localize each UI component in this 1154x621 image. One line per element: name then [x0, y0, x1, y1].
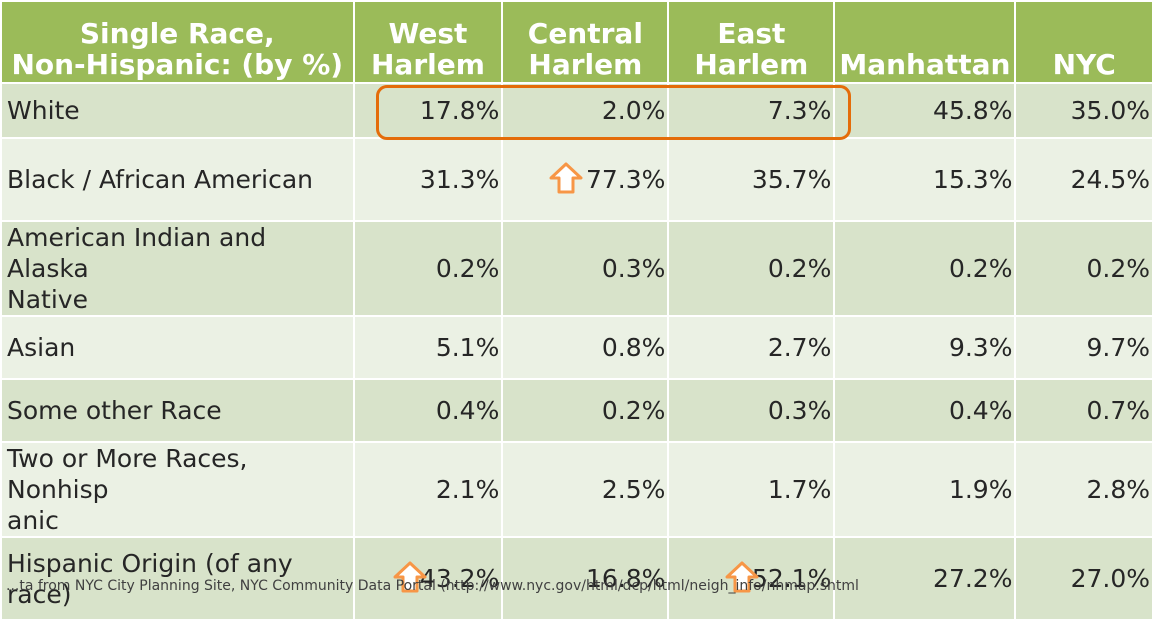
cell-manhattan: 1.9% — [833, 441, 1017, 538]
cell-value: 0.3% — [767, 396, 832, 425]
cell-value: 0.4% — [435, 396, 500, 425]
cell-nyc: 24.5% — [1014, 137, 1154, 222]
cell-value: 0.2% — [948, 254, 1013, 283]
column-header-east-harlem: East Harlem — [667, 0, 836, 84]
cell-value: 35.0% — [1070, 96, 1150, 125]
cell-west-harlem: 2.1% — [352, 441, 504, 538]
cell-value: 0.2% — [435, 254, 500, 283]
cell-value: 0.7% — [1086, 396, 1150, 425]
cell-value: 15.3% — [933, 165, 1013, 194]
cell-west-harlem: 17.8% — [352, 82, 504, 139]
column-header-nyc: NYC — [1014, 0, 1154, 84]
cell-value: 1.7% — [767, 475, 832, 504]
table-row: Some other Race 0.4% 0.2% 0.3% 0.4% 0.7% — [0, 378, 1154, 443]
cell-nyc: 9.7% — [1014, 315, 1154, 380]
cell-value: 2.7% — [767, 333, 832, 362]
row-label-american-indian-and-alaska-native: American Indian and Alaska Native — [0, 220, 355, 317]
cell-value: 0.4% — [948, 396, 1013, 425]
cell-manhattan: 45.8% — [833, 82, 1017, 139]
row-label-black-african-american: Black / African American — [0, 137, 355, 222]
cell-central-harlem: 77.3% — [501, 137, 670, 222]
cell-value: 27.0% — [1070, 564, 1150, 593]
table-row: Asian 5.1% 0.8% 2.7% 9.3% 9.7% — [0, 315, 1154, 380]
table-row: Black / African American 31.3% 77.3% 35.7% 1… — [0, 137, 1154, 222]
cell-value: 31.3% — [419, 165, 500, 194]
cell-value: 24.5% — [1070, 165, 1150, 194]
row-label-white: White — [0, 82, 355, 139]
source-footer: ...ta from NYC City Planning Site, NYC C… — [6, 578, 859, 594]
cell-manhattan: 15.3% — [833, 137, 1017, 222]
cell-value: 9.3% — [948, 333, 1013, 362]
cell-value: 1.9% — [948, 475, 1013, 504]
table-row: American Indian and Alaska Native 0.2% 0.3%… — [0, 220, 1154, 317]
cell-central-harlem: 0.3% — [501, 220, 670, 317]
cell-value: 0.8% — [601, 333, 666, 362]
cell-nyc: 35.0% — [1014, 82, 1154, 139]
row-label-two-or-more-races-nonhisp-anic: Two or More Races, Nonhisp anic — [0, 441, 355, 538]
table-body: White 17.8% 2.0% 7.3% 45.8% 35.0% Black / Afri… — [0, 82, 1154, 621]
column-header-manhattan: Manhattan — [833, 0, 1017, 84]
cell-east-harlem: 7.3% — [667, 82, 836, 139]
up-arrow-icon — [549, 162, 583, 193]
cell-value: 77.3% — [585, 165, 666, 194]
cell-nyc: 0.7% — [1014, 378, 1154, 443]
cell-value: 45.8% — [933, 96, 1013, 125]
cell-value: 2.1% — [435, 475, 500, 504]
cell-west-harlem: 5.1% — [352, 315, 504, 380]
cell-east-harlem: 35.7% — [667, 137, 836, 222]
cell-value: 27.2% — [933, 564, 1013, 593]
cell-value: 0.2% — [1086, 254, 1150, 283]
cell-central-harlem: 2.0% — [501, 82, 670, 139]
cell-value: 9.7% — [1086, 333, 1150, 362]
cell-value: 2.8% — [1086, 475, 1150, 504]
cell-manhattan: 9.3% — [833, 315, 1017, 380]
cell-east-harlem: 1.7% — [667, 441, 836, 538]
cell-central-harlem: 0.2% — [501, 378, 670, 443]
cell-value: 5.1% — [435, 333, 500, 362]
cell-west-harlem: 0.4% — [352, 378, 504, 443]
column-header-west-harlem: West Harlem — [352, 0, 504, 84]
cell-east-harlem: 0.2% — [667, 220, 836, 317]
cell-manhattan: 0.4% — [833, 378, 1017, 443]
row-label-asian: Asian — [0, 315, 355, 380]
column-header-category: Single Race, Non-Hispanic: (by %) — [0, 0, 355, 84]
cell-value: 35.7% — [751, 165, 832, 194]
cell-value: 17.8% — [419, 96, 500, 125]
cell-central-harlem: 0.8% — [501, 315, 670, 380]
cell-nyc: 2.8% — [1014, 441, 1154, 538]
table-row: White 17.8% 2.0% 7.3% 45.8% 35.0% — [0, 82, 1154, 139]
header-row: Single Race, Non-Hispanic: (by %) West Harl… — [0, 0, 1154, 84]
cell-value: 7.3% — [767, 96, 832, 125]
cell-east-harlem: 2.7% — [667, 315, 836, 380]
cell-west-harlem: 0.2% — [352, 220, 504, 317]
cell-manhattan: 0.2% — [833, 220, 1017, 317]
cell-value: 0.2% — [601, 396, 666, 425]
cell-value: 0.2% — [767, 254, 832, 283]
cell-west-harlem: 31.3% — [352, 137, 504, 222]
row-label-some-other-race: Some other Race — [0, 378, 355, 443]
cell-value: 0.3% — [601, 254, 666, 283]
cell-manhattan: 27.2% — [833, 536, 1017, 621]
cell-nyc: 0.2% — [1014, 220, 1154, 317]
column-header-central-harlem: Central Harlem — [501, 0, 670, 84]
cell-value: 2.5% — [601, 475, 666, 504]
cell-value: 2.0% — [601, 96, 666, 125]
cell-central-harlem: 2.5% — [501, 441, 670, 538]
cell-nyc: 27.0% — [1014, 536, 1154, 621]
table-row: Two or More Races, Nonhisp anic 2.1% 2.5% 1.… — [0, 441, 1154, 538]
cell-east-harlem: 0.3% — [667, 378, 836, 443]
